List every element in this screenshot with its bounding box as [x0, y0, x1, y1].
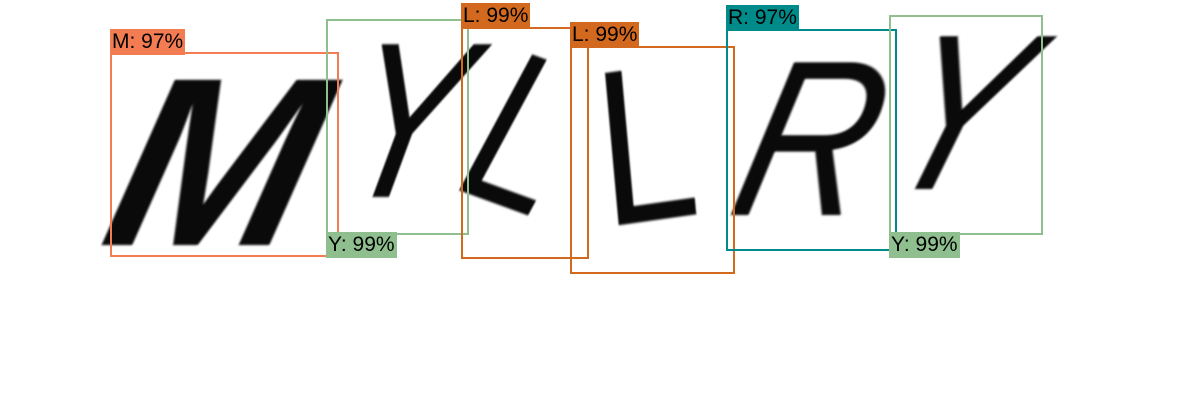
- detection-label-m: M: 97%: [110, 29, 186, 55]
- detection-box-y-1: [326, 19, 469, 235]
- detection-label-r: R: 97%: [726, 5, 799, 31]
- detection-label-y-1: Y: 99%: [326, 232, 397, 258]
- detection-label-l-2: L: 99%: [570, 22, 640, 48]
- detection-box-r: [726, 29, 897, 251]
- detection-box-y-2: [889, 15, 1043, 235]
- detection-box-m: [110, 52, 339, 257]
- detection-box-l-2: [570, 46, 735, 274]
- detection-label-y-2: Y: 99%: [889, 232, 960, 258]
- detection-label-l-1: L: 99%: [461, 3, 531, 29]
